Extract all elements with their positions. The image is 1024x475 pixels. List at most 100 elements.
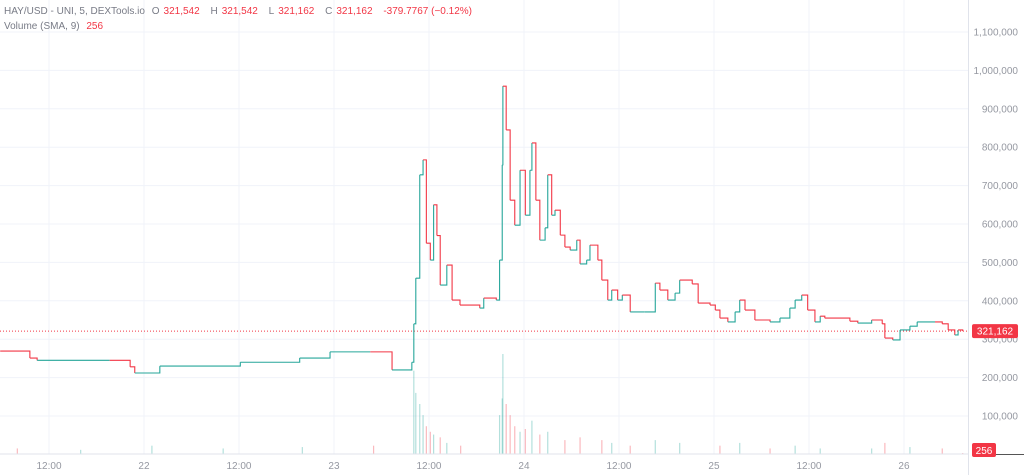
price-segment: [496, 260, 501, 301]
change-value: -379.7767 (−0.12%): [383, 6, 472, 17]
price-segment: [586, 245, 591, 261]
price-segment: [597, 259, 603, 281]
price-segment: [392, 362, 413, 371]
price-segment: [134, 366, 161, 374]
open-value: O 321,542: [151, 6, 200, 17]
price-segment: [617, 295, 623, 301]
price-segment: [440, 265, 448, 286]
price-segment: [413, 278, 417, 325]
time-tick-label: 12:00: [36, 461, 61, 472]
price-segment: [510, 199, 516, 226]
price-segment: [506, 129, 511, 201]
volume-bar: [514, 426, 516, 454]
price-segment: [807, 309, 816, 322]
price-segment: [502, 85, 507, 130]
price-segment: [909, 321, 918, 327]
volume-bar: [429, 431, 431, 454]
volume-bar: [446, 442, 448, 454]
price-segment: [659, 289, 669, 301]
volume-bar: [501, 398, 503, 454]
price-tick-label: 600,000: [982, 220, 1019, 231]
symbol-title[interactable]: HAY/USD - UNI, 5, DEXTools.io: [4, 6, 145, 17]
price-segment: [423, 159, 427, 244]
price-segment: [411, 323, 415, 363]
price-segment: [770, 318, 781, 323]
volume-bar: [80, 449, 82, 454]
volume-bar: [422, 415, 424, 454]
price-tick-label: 200,000: [982, 373, 1019, 384]
volume-bar: [769, 448, 771, 454]
volume-bar: [498, 415, 501, 454]
volume-bar: [505, 404, 507, 454]
price-segment: [715, 309, 721, 319]
price-segment: [739, 299, 746, 311]
volume-bar: [819, 448, 821, 454]
price-segment: [710, 304, 716, 311]
price-segment: [551, 210, 556, 216]
volume-bar: [425, 426, 427, 454]
volume-bar: [909, 447, 911, 454]
close-value: C 321,162: [325, 6, 373, 17]
volume-bar: [439, 437, 441, 454]
price-tick-label: 100,000: [982, 412, 1019, 423]
price-segment: [130, 366, 136, 373]
volume-bar: [884, 442, 886, 454]
price-segment: [299, 351, 331, 359]
price-segment: [698, 302, 711, 306]
price-segment: [560, 234, 566, 248]
volume-bar: [941, 448, 943, 454]
price-segment: [460, 304, 481, 309]
time-tick-label: 25: [708, 461, 720, 472]
price-segment: [580, 260, 588, 265]
price-segment: [436, 234, 441, 286]
volume-bar: [519, 431, 521, 454]
volume-bar: [502, 354, 504, 454]
volume-bar: [419, 404, 421, 454]
price-segment: [547, 174, 553, 216]
time-tick-label: 12:00: [226, 461, 251, 472]
time-tick-label: 26: [898, 461, 910, 472]
svg-text:321,162: 321,162: [977, 327, 1014, 338]
time-axis[interactable]: [0, 454, 969, 475]
price-series: [0, 85, 964, 374]
price-axis[interactable]: [969, 0, 1024, 475]
time-tick-label: 12:00: [796, 461, 821, 472]
price-segment: [892, 329, 901, 341]
volume-legend-row: Volume (SMA, 9) 256: [4, 19, 476, 34]
volume-indicator-title[interactable]: Volume (SMA, 9): [4, 21, 80, 32]
volume-bar: [679, 442, 681, 454]
price-axis-ticks: 100,000 200,000 300,000 400,000 500,000 600,0…: [974, 28, 1019, 423]
price-tick-label: 800,000: [982, 143, 1019, 154]
volume-bar: [301, 447, 303, 454]
price-segment: [479, 298, 485, 309]
price-segment: [446, 264, 453, 301]
price-segment: [370, 351, 393, 370]
price-segment: [884, 337, 894, 340]
price-segment: [942, 323, 949, 330]
price-segment: [795, 295, 803, 301]
price-segment: [570, 240, 578, 251]
price-segment: [644, 283, 656, 313]
price-segment: [589, 244, 599, 261]
svg-text:256: 256: [976, 446, 993, 457]
price-segment: [514, 170, 521, 226]
price-segment: [882, 323, 886, 339]
price-segment: [499, 164, 503, 261]
volume-bar: [433, 434, 435, 454]
price-segment: [719, 317, 729, 322]
price-segment: [483, 297, 497, 301]
price-tick-label: 300,000: [982, 335, 1019, 346]
volume-bar: [601, 440, 603, 454]
price-tick-label: 1,000,000: [974, 66, 1019, 77]
price-segment: [954, 329, 959, 336]
price-segment: [502, 86, 504, 166]
volume-bar: [415, 392, 417, 454]
price-segment: [745, 309, 756, 320]
price-segment: [735, 300, 741, 313]
price-segment: [607, 290, 613, 301]
price-segment: [824, 317, 851, 322]
volume-bar: [579, 437, 581, 454]
volume-bar: [531, 420, 533, 454]
volume-bar: [151, 445, 153, 454]
